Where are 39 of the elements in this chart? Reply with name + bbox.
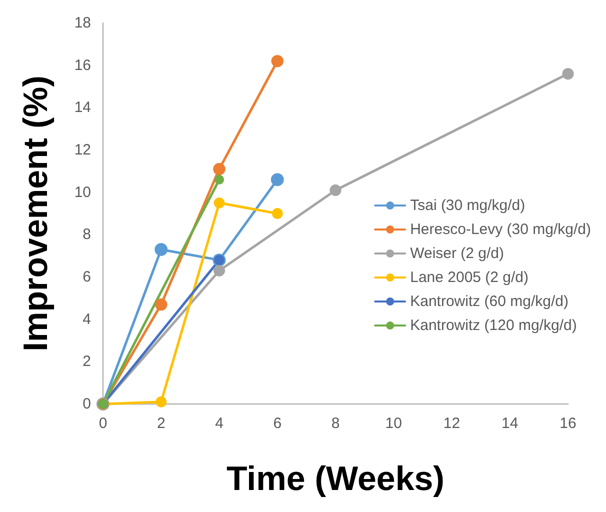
y-tick-label: 10 [74, 184, 91, 201]
x-tick-label: 14 [502, 415, 518, 432]
y-tick-label: 4 [82, 310, 91, 328]
legend-label: Tsai (30 mg/kg/d) [410, 197, 526, 214]
point [271, 54, 284, 68]
point [562, 68, 574, 80]
x-tick-label: 2 [156, 415, 166, 432]
point [214, 197, 225, 208]
x-tick-label: 4 [215, 415, 224, 432]
x-tick-label: 10 [385, 415, 402, 432]
legend-label: Weiser (2 g/d) [410, 245, 504, 262]
point [154, 242, 168, 256]
y-tick-label: 18 [74, 14, 91, 32]
point [213, 162, 226, 176]
y-tick-label: 12 [74, 142, 91, 158]
legend-label: Heresco-Levy (30 mg/kg/d) [410, 221, 592, 238]
point [156, 396, 167, 408]
point [214, 174, 224, 184]
legend-label: Kantrowitz (60 mg/kg/d) [410, 293, 569, 310]
x-tick-label: 0 [98, 415, 108, 432]
legend-label: Lane 2005 (2 g/d) [410, 269, 529, 286]
x-axis-title: Time (Weeks) [226, 460, 444, 498]
point [330, 184, 342, 196]
y-tick-label: 2 [82, 353, 91, 370]
y-tick-label: 16 [74, 56, 91, 74]
y-tick-label: 8 [82, 226, 91, 244]
y-tick-label: 14 [74, 99, 91, 116]
legend-label: Kantrowitz (120 mg/kg/d) [410, 317, 577, 334]
x-tick-label: 12 [443, 415, 460, 432]
y-axis-title: Improvement (%) [17, 76, 55, 352]
point [272, 208, 283, 219]
y-tick-label: 6 [82, 268, 91, 286]
x-tick-label: 8 [331, 415, 340, 432]
x-tick-label: 16 [560, 415, 576, 432]
point [154, 298, 168, 311]
point [213, 264, 226, 276]
point [270, 173, 284, 186]
y-tick-label: 0 [82, 396, 91, 412]
x-tick-label: 6 [273, 415, 282, 432]
